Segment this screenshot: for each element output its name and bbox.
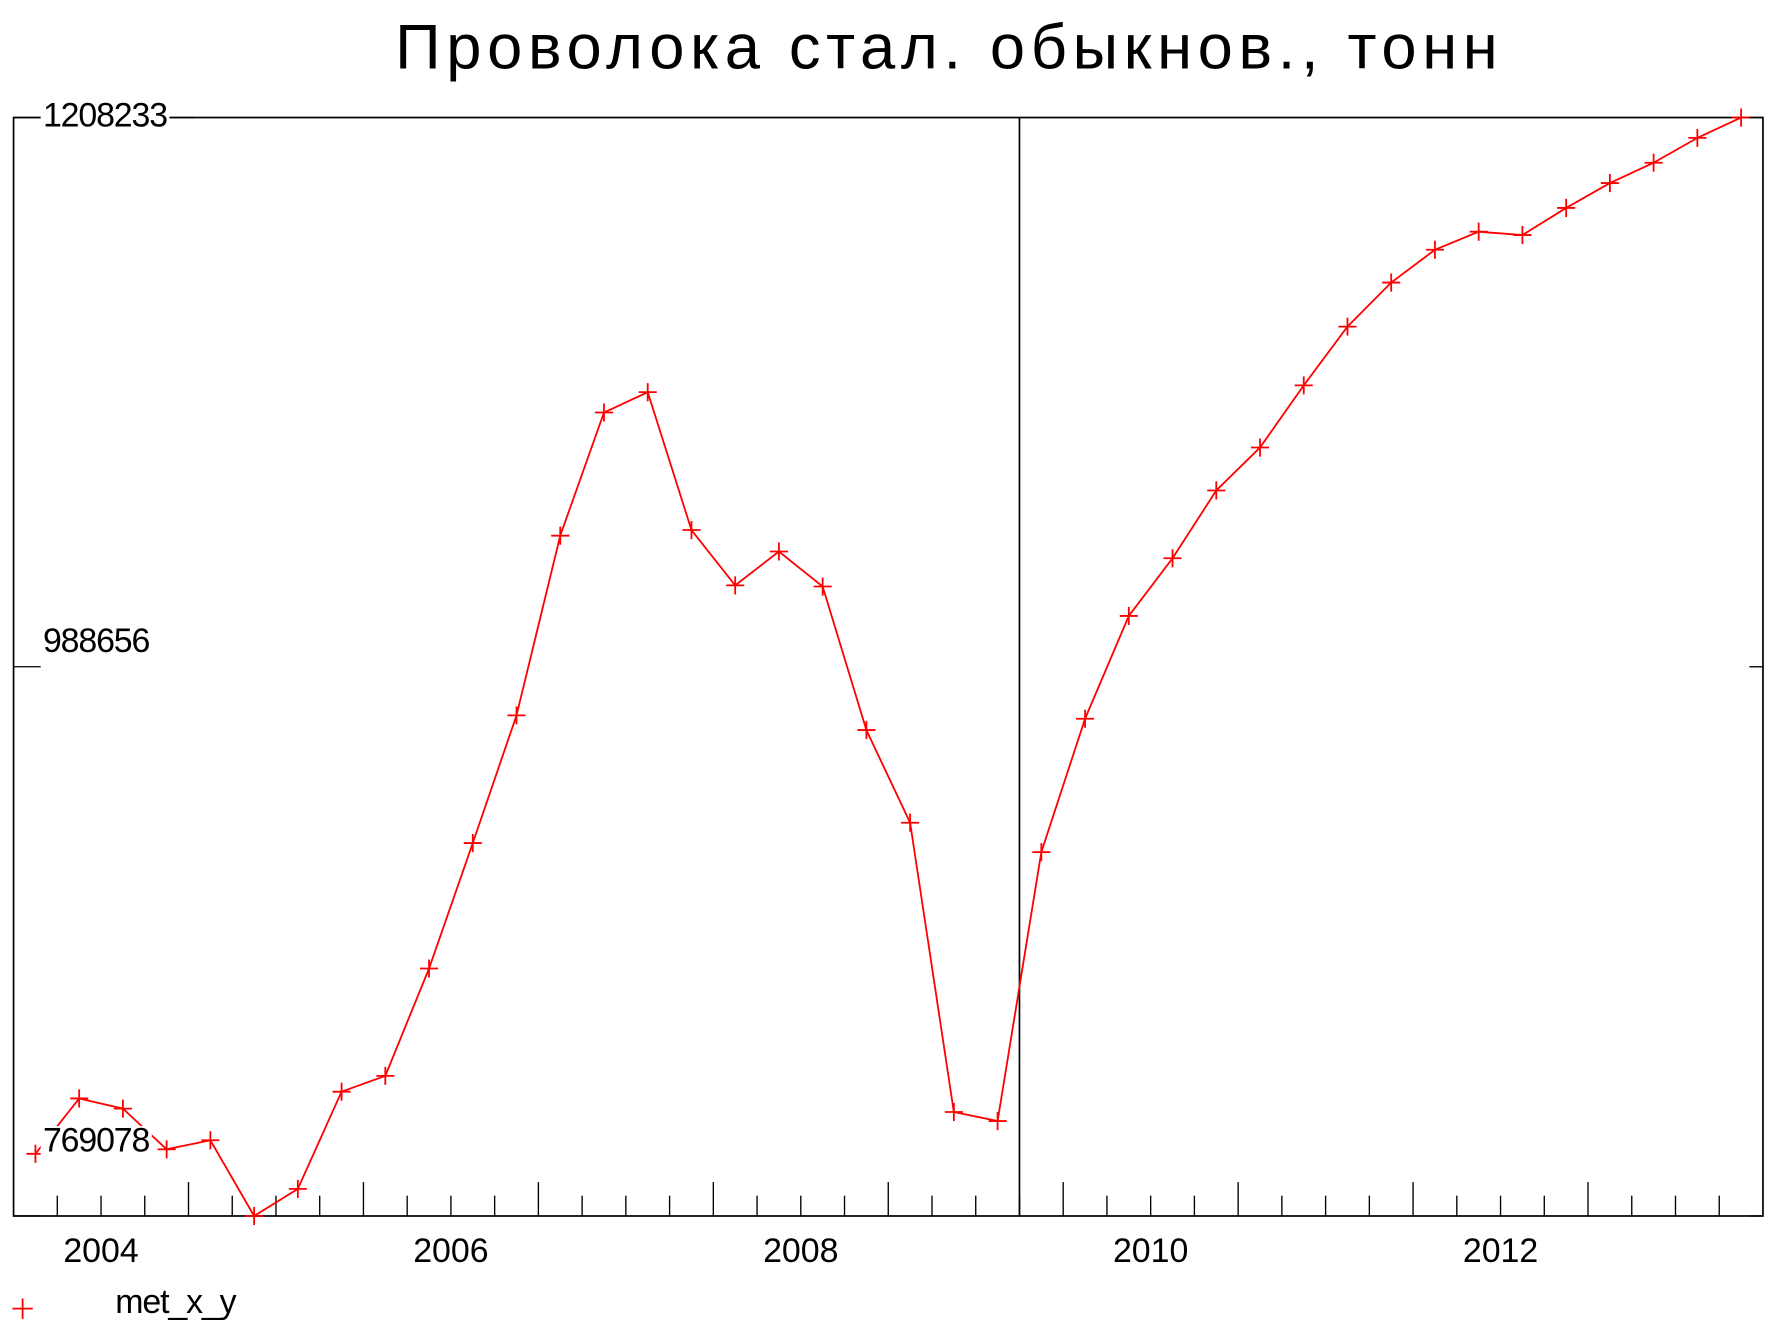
- data-point: [463, 834, 482, 853]
- data-point: [1469, 222, 1488, 241]
- data-point: [1425, 240, 1444, 259]
- data-point: [726, 576, 745, 595]
- data-point: [638, 383, 657, 402]
- y-tick-label-bg: [40, 101, 170, 130]
- data-point: [288, 1179, 307, 1198]
- data-point: [332, 1082, 351, 1101]
- data-point: [420, 959, 439, 978]
- data-point: [507, 706, 526, 725]
- x-tick-label: 2004: [63, 1232, 138, 1270]
- legend-label: met_x_y: [115, 1283, 236, 1321]
- data-point: [1207, 481, 1226, 500]
- data-point: [988, 1112, 1007, 1131]
- data-point: [551, 526, 570, 545]
- data-point: [1163, 549, 1182, 568]
- data-point: [857, 721, 876, 740]
- data-point: [245, 1206, 264, 1226]
- data-point: [1557, 198, 1576, 217]
- data-point: [594, 403, 614, 422]
- data-point: [1600, 174, 1619, 193]
- data-point: [901, 813, 920, 832]
- legend-marker: [12, 1298, 33, 1319]
- data-point: [1076, 709, 1095, 728]
- data-point: [376, 1066, 395, 1085]
- data-point: [157, 1140, 176, 1159]
- data-point: [1119, 606, 1138, 625]
- data-point: [682, 520, 701, 540]
- data-line: [34, 116, 1742, 1218]
- chart-title: Проволока стал. обыкнов., тонн: [395, 13, 1503, 83]
- data-point: [1032, 843, 1051, 862]
- x-tick-label: 2008: [763, 1232, 838, 1270]
- y-tick-label: 1208233: [43, 96, 167, 134]
- data-point: [1513, 226, 1532, 245]
- data-point: [1732, 108, 1751, 127]
- data-point: [1644, 153, 1663, 172]
- x-tick-label: 2006: [413, 1232, 488, 1270]
- data-point: [813, 577, 832, 596]
- data-point: [70, 1089, 89, 1108]
- x-tick-label: 2012: [1463, 1232, 1538, 1270]
- data-point: [113, 1099, 132, 1118]
- data-point: [1338, 317, 1357, 336]
- data-point: [769, 542, 788, 561]
- data-point: [1688, 128, 1707, 147]
- x-tick-label: 2010: [1113, 1232, 1188, 1270]
- data-point: [944, 1102, 963, 1122]
- y-tick-label-bg: [40, 1126, 152, 1155]
- data-point: [201, 1131, 220, 1150]
- y-tick-label: 769078: [43, 1121, 150, 1159]
- y-tick-label: 988656: [43, 622, 150, 660]
- data-point: [1294, 376, 1313, 395]
- data-point: [1382, 273, 1401, 292]
- data-point: [1250, 438, 1270, 457]
- y-tick-label-bg: [40, 626, 152, 656]
